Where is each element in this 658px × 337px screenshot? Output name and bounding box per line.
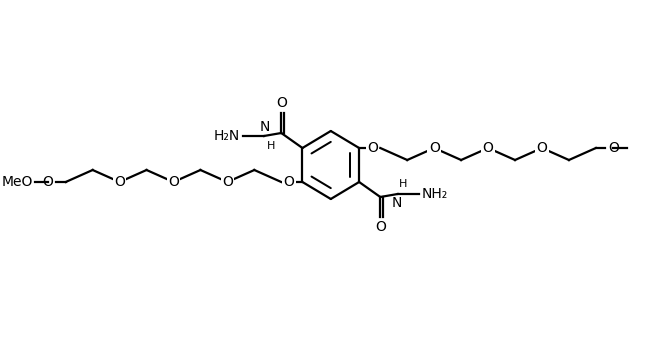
Text: O: O [114, 175, 125, 189]
Text: O: O [168, 175, 179, 189]
Text: O: O [429, 141, 440, 155]
Text: O: O [375, 220, 386, 234]
Text: O: O [536, 141, 547, 155]
Text: O: O [284, 175, 294, 189]
Text: O: O [42, 175, 53, 189]
Text: N: N [392, 196, 402, 210]
Text: O: O [367, 141, 378, 155]
Text: O: O [483, 141, 494, 155]
Text: O: O [609, 141, 619, 155]
Text: O: O [276, 96, 287, 110]
Text: MeO: MeO [1, 175, 33, 189]
Text: H: H [399, 179, 407, 189]
Text: NH₂: NH₂ [422, 187, 448, 201]
Text: H₂N: H₂N [214, 129, 240, 143]
Text: N: N [260, 120, 270, 134]
Text: H: H [266, 141, 275, 151]
Text: O: O [222, 175, 233, 189]
